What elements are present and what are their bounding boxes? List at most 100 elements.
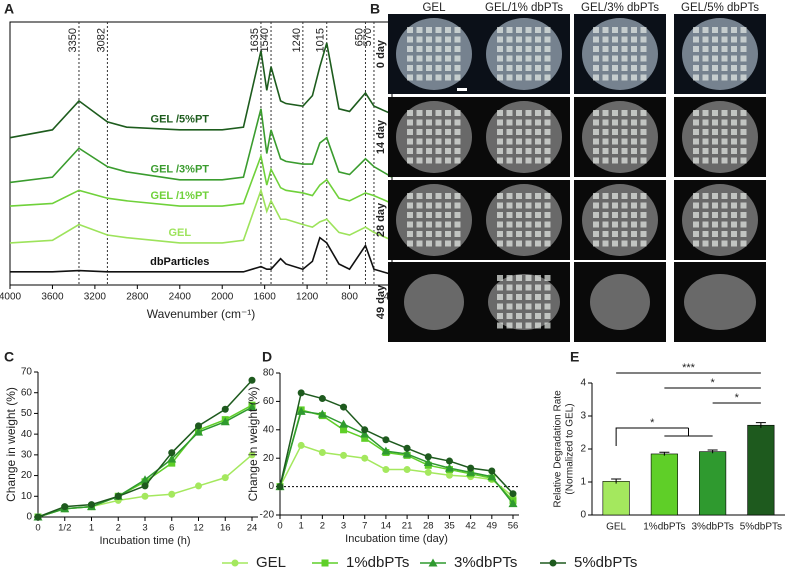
- pore: [506, 138, 513, 145]
- pore: [445, 212, 451, 218]
- panel-label: B: [370, 1, 380, 17]
- y-tick-label: 60: [263, 396, 275, 407]
- marker: [167, 454, 177, 463]
- pore: [416, 27, 423, 33]
- pore: [445, 36, 451, 43]
- pore: [416, 74, 423, 81]
- pore: [593, 157, 599, 164]
- pore: [506, 240, 513, 247]
- x-tick-label: 1: [299, 521, 304, 532]
- pore: [426, 221, 432, 228]
- pore: [454, 240, 461, 247]
- pore: [416, 110, 423, 116]
- pore: [525, 157, 532, 164]
- pore: [445, 129, 451, 135]
- pore: [602, 65, 609, 71]
- pore: [702, 27, 709, 33]
- pore: [497, 110, 503, 116]
- x-tick-label: 4000: [0, 292, 22, 303]
- pore: [426, 110, 432, 116]
- pore: [544, 221, 551, 228]
- pore: [621, 148, 628, 154]
- x-tick-label: 1600: [254, 292, 277, 303]
- pore: [731, 119, 737, 126]
- pore: [593, 129, 599, 135]
- pore: [525, 313, 532, 319]
- panel-label: E: [570, 349, 579, 365]
- pore: [693, 231, 699, 237]
- error-bar: [611, 478, 622, 484]
- photo: [674, 262, 766, 342]
- pore: [544, 193, 551, 199]
- x-tick-label: 3600: [41, 292, 64, 303]
- pore: [640, 231, 647, 237]
- pore: [621, 55, 628, 62]
- pore: [612, 119, 618, 126]
- bar: [699, 451, 727, 516]
- pore: [525, 110, 532, 116]
- pore: [693, 202, 699, 209]
- pore: [535, 240, 541, 247]
- pore: [426, 27, 432, 33]
- marker: [168, 449, 176, 457]
- pore: [602, 157, 609, 164]
- significance-label: *: [710, 377, 715, 389]
- spectrum-line: [9, 42, 393, 139]
- pore: [445, 65, 451, 71]
- pore: [621, 27, 628, 33]
- pore: [602, 46, 609, 52]
- pore: [721, 74, 728, 81]
- x-tick-label: 3: [341, 521, 346, 532]
- pore: [640, 157, 647, 164]
- pore: [731, 36, 737, 43]
- pore: [544, 74, 551, 81]
- photo: [574, 97, 666, 177]
- pore: [506, 55, 513, 62]
- pore: [731, 212, 737, 218]
- pore: [740, 157, 747, 164]
- pore: [721, 148, 728, 154]
- pore: [631, 193, 637, 199]
- pore: [454, 65, 461, 71]
- pore: [602, 119, 609, 126]
- pore: [435, 157, 442, 164]
- pore: [740, 202, 747, 209]
- pore: [631, 129, 637, 135]
- photo: [574, 14, 666, 94]
- pore: [426, 119, 432, 126]
- pore: [544, 138, 551, 145]
- pore: [506, 193, 513, 199]
- series-label: GEL: [168, 227, 191, 239]
- pore: [497, 193, 503, 199]
- pore: [602, 27, 609, 33]
- pore: [535, 46, 541, 52]
- marker: [403, 466, 411, 474]
- pore: [640, 129, 647, 135]
- significance-label: *: [735, 392, 740, 404]
- pore: [497, 240, 503, 247]
- spectrum-line: [9, 108, 393, 184]
- x-axis-title: Incubation time (day): [345, 533, 448, 545]
- pore: [497, 313, 503, 319]
- scaffold: [682, 18, 758, 90]
- pore: [497, 294, 503, 300]
- pore: [454, 110, 461, 116]
- y-tick-label: 40: [21, 429, 33, 440]
- pore: [454, 27, 461, 33]
- pore: [602, 129, 609, 135]
- pore: [407, 46, 413, 52]
- pore: [740, 36, 747, 43]
- pore: [702, 240, 709, 247]
- pore: [593, 74, 599, 81]
- pore: [740, 55, 747, 62]
- column-label: GEL/3% dbPTs: [581, 2, 659, 14]
- pore: [497, 231, 503, 237]
- column-label: GEL/1% dbPTs: [485, 2, 563, 14]
- pore: [407, 55, 413, 62]
- x-tick-label: 14: [381, 521, 392, 532]
- pore: [516, 212, 522, 218]
- pore: [497, 74, 503, 81]
- pore: [712, 212, 718, 218]
- x-tick-label: 1: [89, 523, 94, 534]
- pore: [435, 202, 442, 209]
